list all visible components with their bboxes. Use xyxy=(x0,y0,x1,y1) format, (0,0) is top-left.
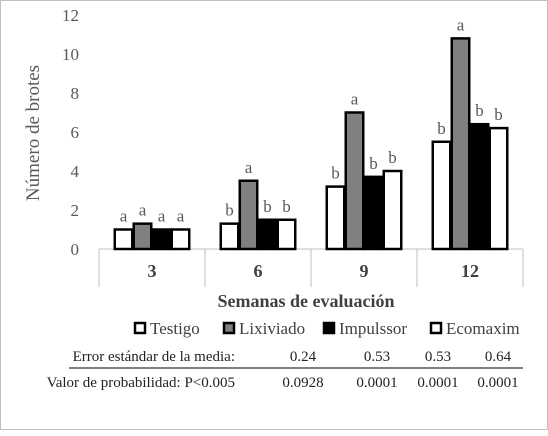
legend: Testigo Lixiviado Impulssor Ecomaxim xyxy=(133,319,520,338)
significance-letter: b xyxy=(494,105,503,124)
significance-letter: b xyxy=(369,154,378,173)
legend-swatch-impulssor xyxy=(322,321,336,335)
bar-testigo xyxy=(113,228,134,251)
x-axis-label: Semanas de evaluación xyxy=(217,291,394,311)
significance-letter: a xyxy=(457,15,465,34)
bar-impulssor xyxy=(257,218,278,251)
bar-impulssor xyxy=(151,228,172,251)
stats-value: 0.53 xyxy=(364,349,390,365)
y-tick-label: 8 xyxy=(71,84,80,103)
bar-lixiviado xyxy=(450,37,471,251)
y-tick-label: 6 xyxy=(71,123,80,142)
stats-value: 0.53 xyxy=(425,349,451,365)
legend-label-lixiviado: Lixiviado xyxy=(239,319,305,338)
stats-table: Error estándar de la media: 0.24 0.53 0.53 0… xyxy=(47,349,523,391)
y-axis-label: Número de brotes xyxy=(23,65,44,201)
significance-letter: b xyxy=(437,119,446,138)
significance-letter: a xyxy=(351,90,359,109)
significance-letter: a xyxy=(139,201,147,220)
legend-label-ecomaxim: Ecomaxim xyxy=(446,319,520,338)
bar-lixiviado xyxy=(344,111,365,251)
significance-letter: a xyxy=(158,207,166,226)
significance-letter: a xyxy=(177,207,185,226)
y-tick-label: 12 xyxy=(62,6,79,25)
bar-testigo xyxy=(325,185,346,251)
significance-letter: b xyxy=(331,164,340,183)
significance-letter: b xyxy=(388,148,397,167)
stats-value: 0.0001 xyxy=(417,375,458,391)
y-tick-label: 10 xyxy=(62,45,79,64)
significance-letter: b xyxy=(225,201,234,220)
significance-letter: b xyxy=(282,197,291,216)
stats-value: 0.0001 xyxy=(356,375,397,391)
bar-ecomaxim xyxy=(382,169,403,251)
legend-swatch-ecomaxim xyxy=(429,321,443,335)
stats-row-label: Error estándar de la media: xyxy=(73,349,235,365)
significance-letter: a xyxy=(245,158,253,177)
bar-ecomaxim xyxy=(488,126,509,251)
x-tick-label: 3 xyxy=(148,261,157,281)
bar-impulssor xyxy=(469,122,490,251)
bar-ecomaxim xyxy=(170,228,191,251)
bar-lixiviado xyxy=(238,179,259,251)
stats-row-label: Valor de probabilidad: P<0.005 xyxy=(47,375,235,391)
bar-lixiviado xyxy=(132,222,153,251)
legend-swatch-lixiviado xyxy=(222,321,236,335)
stats-value: 0.0928 xyxy=(282,375,323,391)
bar-testigo xyxy=(219,222,240,251)
bar-ecomaxim xyxy=(276,218,297,251)
stats-value: 0.0001 xyxy=(477,375,518,391)
legend-label-testigo: Testigo xyxy=(150,319,200,338)
y-tick-label: 4 xyxy=(71,162,80,181)
significance-letter: a xyxy=(120,207,128,226)
bar-impulssor xyxy=(363,175,384,251)
significance-letter: b xyxy=(475,101,484,120)
x-tick-label: 12 xyxy=(461,261,479,281)
stats-value: 0.64 xyxy=(485,349,512,365)
x-tick-label: 6 xyxy=(254,261,263,281)
y-tick-label: 0 xyxy=(71,240,80,259)
x-tick-label: 9 xyxy=(360,261,369,281)
bar-testigo xyxy=(431,140,452,251)
y-tick-label: 2 xyxy=(71,201,80,220)
legend-label-impulssor: Impulssor xyxy=(339,319,407,338)
stats-value: 0.24 xyxy=(290,349,317,365)
significance-letter: b xyxy=(263,197,272,216)
legend-swatch-testigo xyxy=(133,321,147,335)
